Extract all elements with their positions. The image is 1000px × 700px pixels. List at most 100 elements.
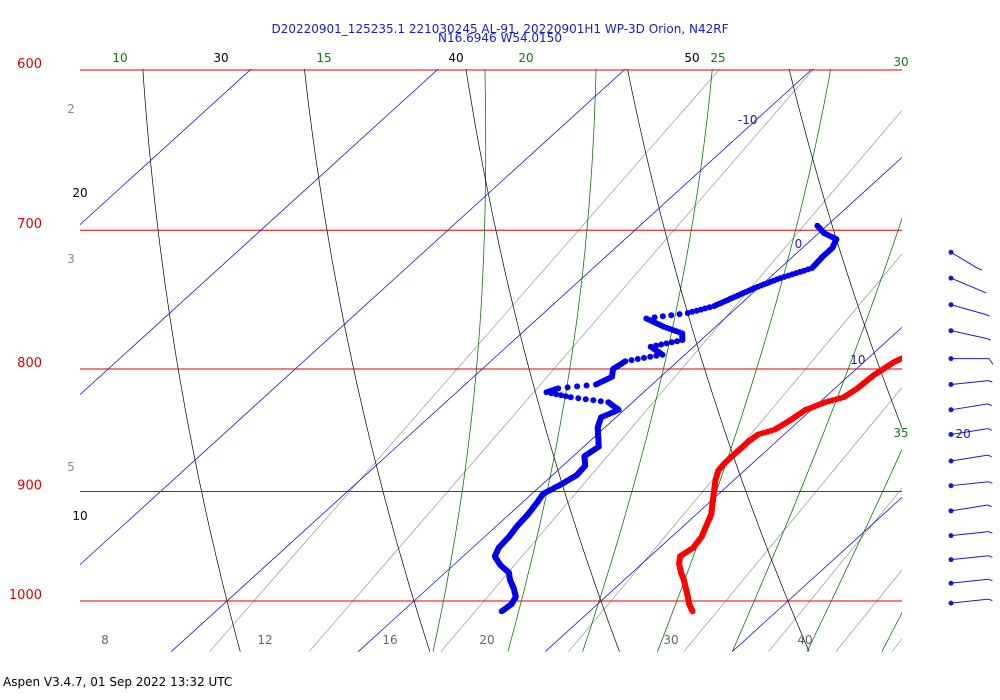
temperature-point-105 (920, 345, 926, 351)
mixing-ratio-label-3: 3 (67, 252, 75, 266)
wind-barb-flag-3 (986, 338, 991, 341)
wind-barb-8 (948, 454, 992, 464)
wind-barb-dot-11 (948, 533, 954, 539)
bottom-tick-16: 16 (382, 633, 397, 647)
temperature-point-97 (937, 336, 943, 342)
wind-barb-dot-13 (948, 580, 954, 586)
dewpoint-point-149 (567, 394, 574, 401)
bottom-tick-40: 40 (797, 633, 812, 647)
dewpoint-trace (491, 222, 840, 615)
mixing-ratio-label-2: 2 (67, 102, 75, 116)
wind-barb-dot-5 (948, 382, 954, 387)
wind-barb-14 (948, 598, 993, 606)
temperature-point-94 (944, 333, 950, 339)
dry-adiabat-40 (931, 0, 1000, 652)
temperature-point-66 (974, 301, 980, 307)
temperature-point-46 (991, 278, 997, 284)
dry-adiabats (142, 0, 1000, 652)
isotherm-label-20: 20 (955, 427, 970, 441)
dewpoint-point-152 (590, 397, 597, 404)
wind-barb-staff-3 (950, 330, 987, 339)
isobar-label-1000: 1000 (9, 588, 42, 603)
moist-adiabat-label-20: 20 (518, 51, 533, 65)
dewpoint-point-113 (634, 356, 641, 362)
temperature-point-42 (996, 273, 1000, 279)
moist-adiabat-8 (507, 69, 597, 652)
wind-barb-dot-1 (948, 275, 954, 281)
isobars (80, 69, 902, 602)
wind-barb-6 (948, 403, 992, 413)
dry-adiabat-30 (788, 69, 902, 429)
temperature-point-112 (904, 353, 910, 359)
wind-barb-flag-6 (987, 403, 992, 406)
temperature-point-98 (935, 338, 941, 344)
temperature-point-59 (979, 293, 985, 299)
temperature-point-99 (933, 339, 939, 345)
mixing-ratio-30 (962, 0, 1000, 652)
temperature-point-109 (911, 350, 917, 356)
isotherm-label--10: -10 (738, 113, 758, 127)
dewpoint-point-153 (597, 398, 604, 405)
temperature-point-106 (918, 346, 924, 352)
wind-barb-staff-10 (950, 504, 988, 512)
mixing-ratio-20 (835, 569, 902, 652)
wind-barb-12 (948, 555, 993, 563)
isotherm-20 (731, 496, 902, 652)
temperature-point-108 (913, 349, 919, 355)
wind-barb-staff-7 (950, 428, 988, 435)
wind-barb-staff-8 (950, 454, 988, 462)
wind-barb-dot-8 (948, 458, 954, 464)
temperature-point-77 (965, 314, 971, 320)
wind-barb-flag-4 (988, 358, 994, 365)
dewpoint-point-145 (548, 390, 555, 397)
wind-barb-dot-3 (948, 328, 954, 334)
temperature-point-44 (994, 276, 1000, 282)
wind-barb-dot-14 (948, 600, 954, 606)
bottom-tick-20: 20 (479, 633, 494, 647)
chart-title: D20220901_125235.1 221030245 AL-91, 2022… (271, 22, 728, 36)
temperature-point-83 (959, 321, 965, 327)
wind-barb-staff-0 (950, 251, 979, 269)
isotherms (80, 69, 902, 652)
temperature-point-63 (976, 298, 982, 304)
moist-adiabat-16 (657, 69, 832, 652)
temperature-point-64 (976, 299, 982, 305)
temperature-trace (676, 273, 1000, 615)
dewpoint-point-109 (659, 351, 666, 358)
temperature-point-47 (990, 279, 996, 285)
wind-barb-dot-10 (948, 508, 954, 514)
moist-adiabat-4 (432, 69, 487, 652)
temperature-point-107 (916, 348, 922, 354)
dewpoint-point-111 (647, 353, 654, 360)
dewpoint-point-150 (575, 395, 582, 402)
dewpoint-point-110 (653, 352, 660, 359)
wind-barb-flag-14 (988, 598, 993, 602)
temperature-point-43 (995, 274, 1000, 280)
dry-adiabat--10 (142, 69, 241, 652)
dewpoint-point-99 (663, 340, 670, 347)
dry-adiabat-label-50: 50 (684, 51, 699, 65)
temperature-point-62 (977, 297, 983, 303)
bottom-tick-30: 30 (663, 633, 678, 647)
temperature-point-68 (973, 304, 979, 310)
moist-adiabat-28 (881, 611, 902, 652)
moist-adiabat-24 (806, 448, 902, 652)
dewpoint-point-73 (676, 311, 683, 318)
temperature-point-67 (974, 302, 980, 308)
wind-barb-staff-1 (950, 277, 983, 292)
temperature-point-78 (964, 315, 970, 321)
wind-barb-1 (948, 275, 987, 294)
mixing-ratio-3 (308, 69, 814, 652)
moist-adiabat-20 (731, 217, 902, 652)
wind-barb-dot-6 (948, 407, 954, 413)
isotherm-label-10: 10 (850, 353, 865, 367)
temperature-point-87 (953, 325, 959, 331)
mixing-ratio-8 (568, 253, 902, 652)
wind-barb-flag-8 (987, 454, 992, 458)
mixing-ratio-16 (768, 487, 902, 652)
dewpoint-point-137 (583, 382, 590, 389)
mixing-ratio-label-5: 5 (67, 460, 75, 474)
moist-adiabat-label-10: 10 (112, 51, 127, 65)
temperature-point-65 (975, 300, 981, 306)
